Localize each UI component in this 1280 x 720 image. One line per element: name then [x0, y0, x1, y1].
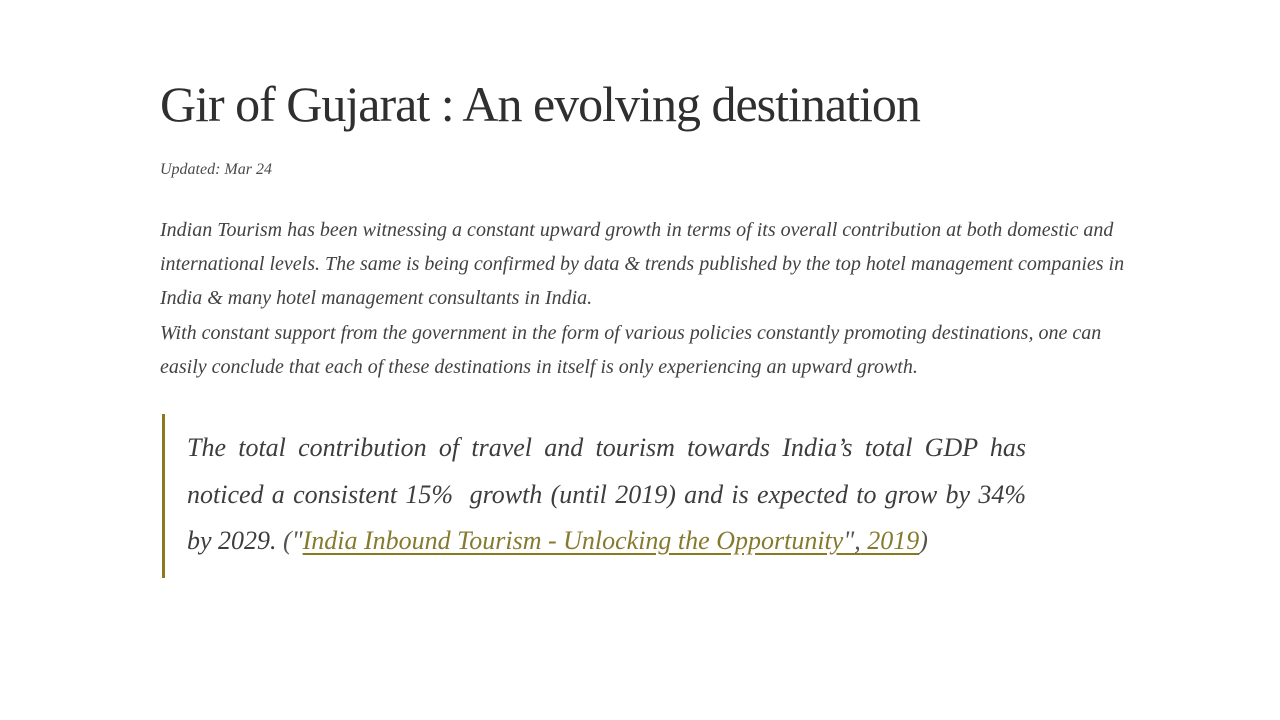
- quote-close-paren: ): [919, 525, 928, 555]
- updated-date: Updated: Mar 24: [160, 160, 272, 178]
- paragraph-intro: Indian Tourism has been witnessing a con…: [160, 218, 1125, 310]
- paragraph-government-support: With constant support from the governmen…: [160, 321, 1102, 379]
- citation-link-year[interactable]: 2019: [860, 525, 920, 555]
- pull-quote: The total contribution of travel and tou…: [162, 414, 1026, 579]
- citation-link[interactable]: India Inbound Tourism - Unlocking the Op…: [303, 526, 920, 555]
- article-body: Indian Tourism has been witnessing a con…: [160, 213, 1126, 385]
- citation-link-quote-mark[interactable]: ",: [843, 525, 861, 555]
- quote-open-paren: (": [283, 525, 303, 555]
- quote-text: The total contribution of travel and tou…: [187, 433, 1026, 555]
- blog-post: Gir of Gujarat : An evolving destination…: [160, 0, 1126, 579]
- page-title: Gir of Gujarat : An evolving destination: [160, 76, 921, 132]
- citation-link-title[interactable]: India Inbound Tourism - Unlocking the Op…: [302, 525, 844, 555]
